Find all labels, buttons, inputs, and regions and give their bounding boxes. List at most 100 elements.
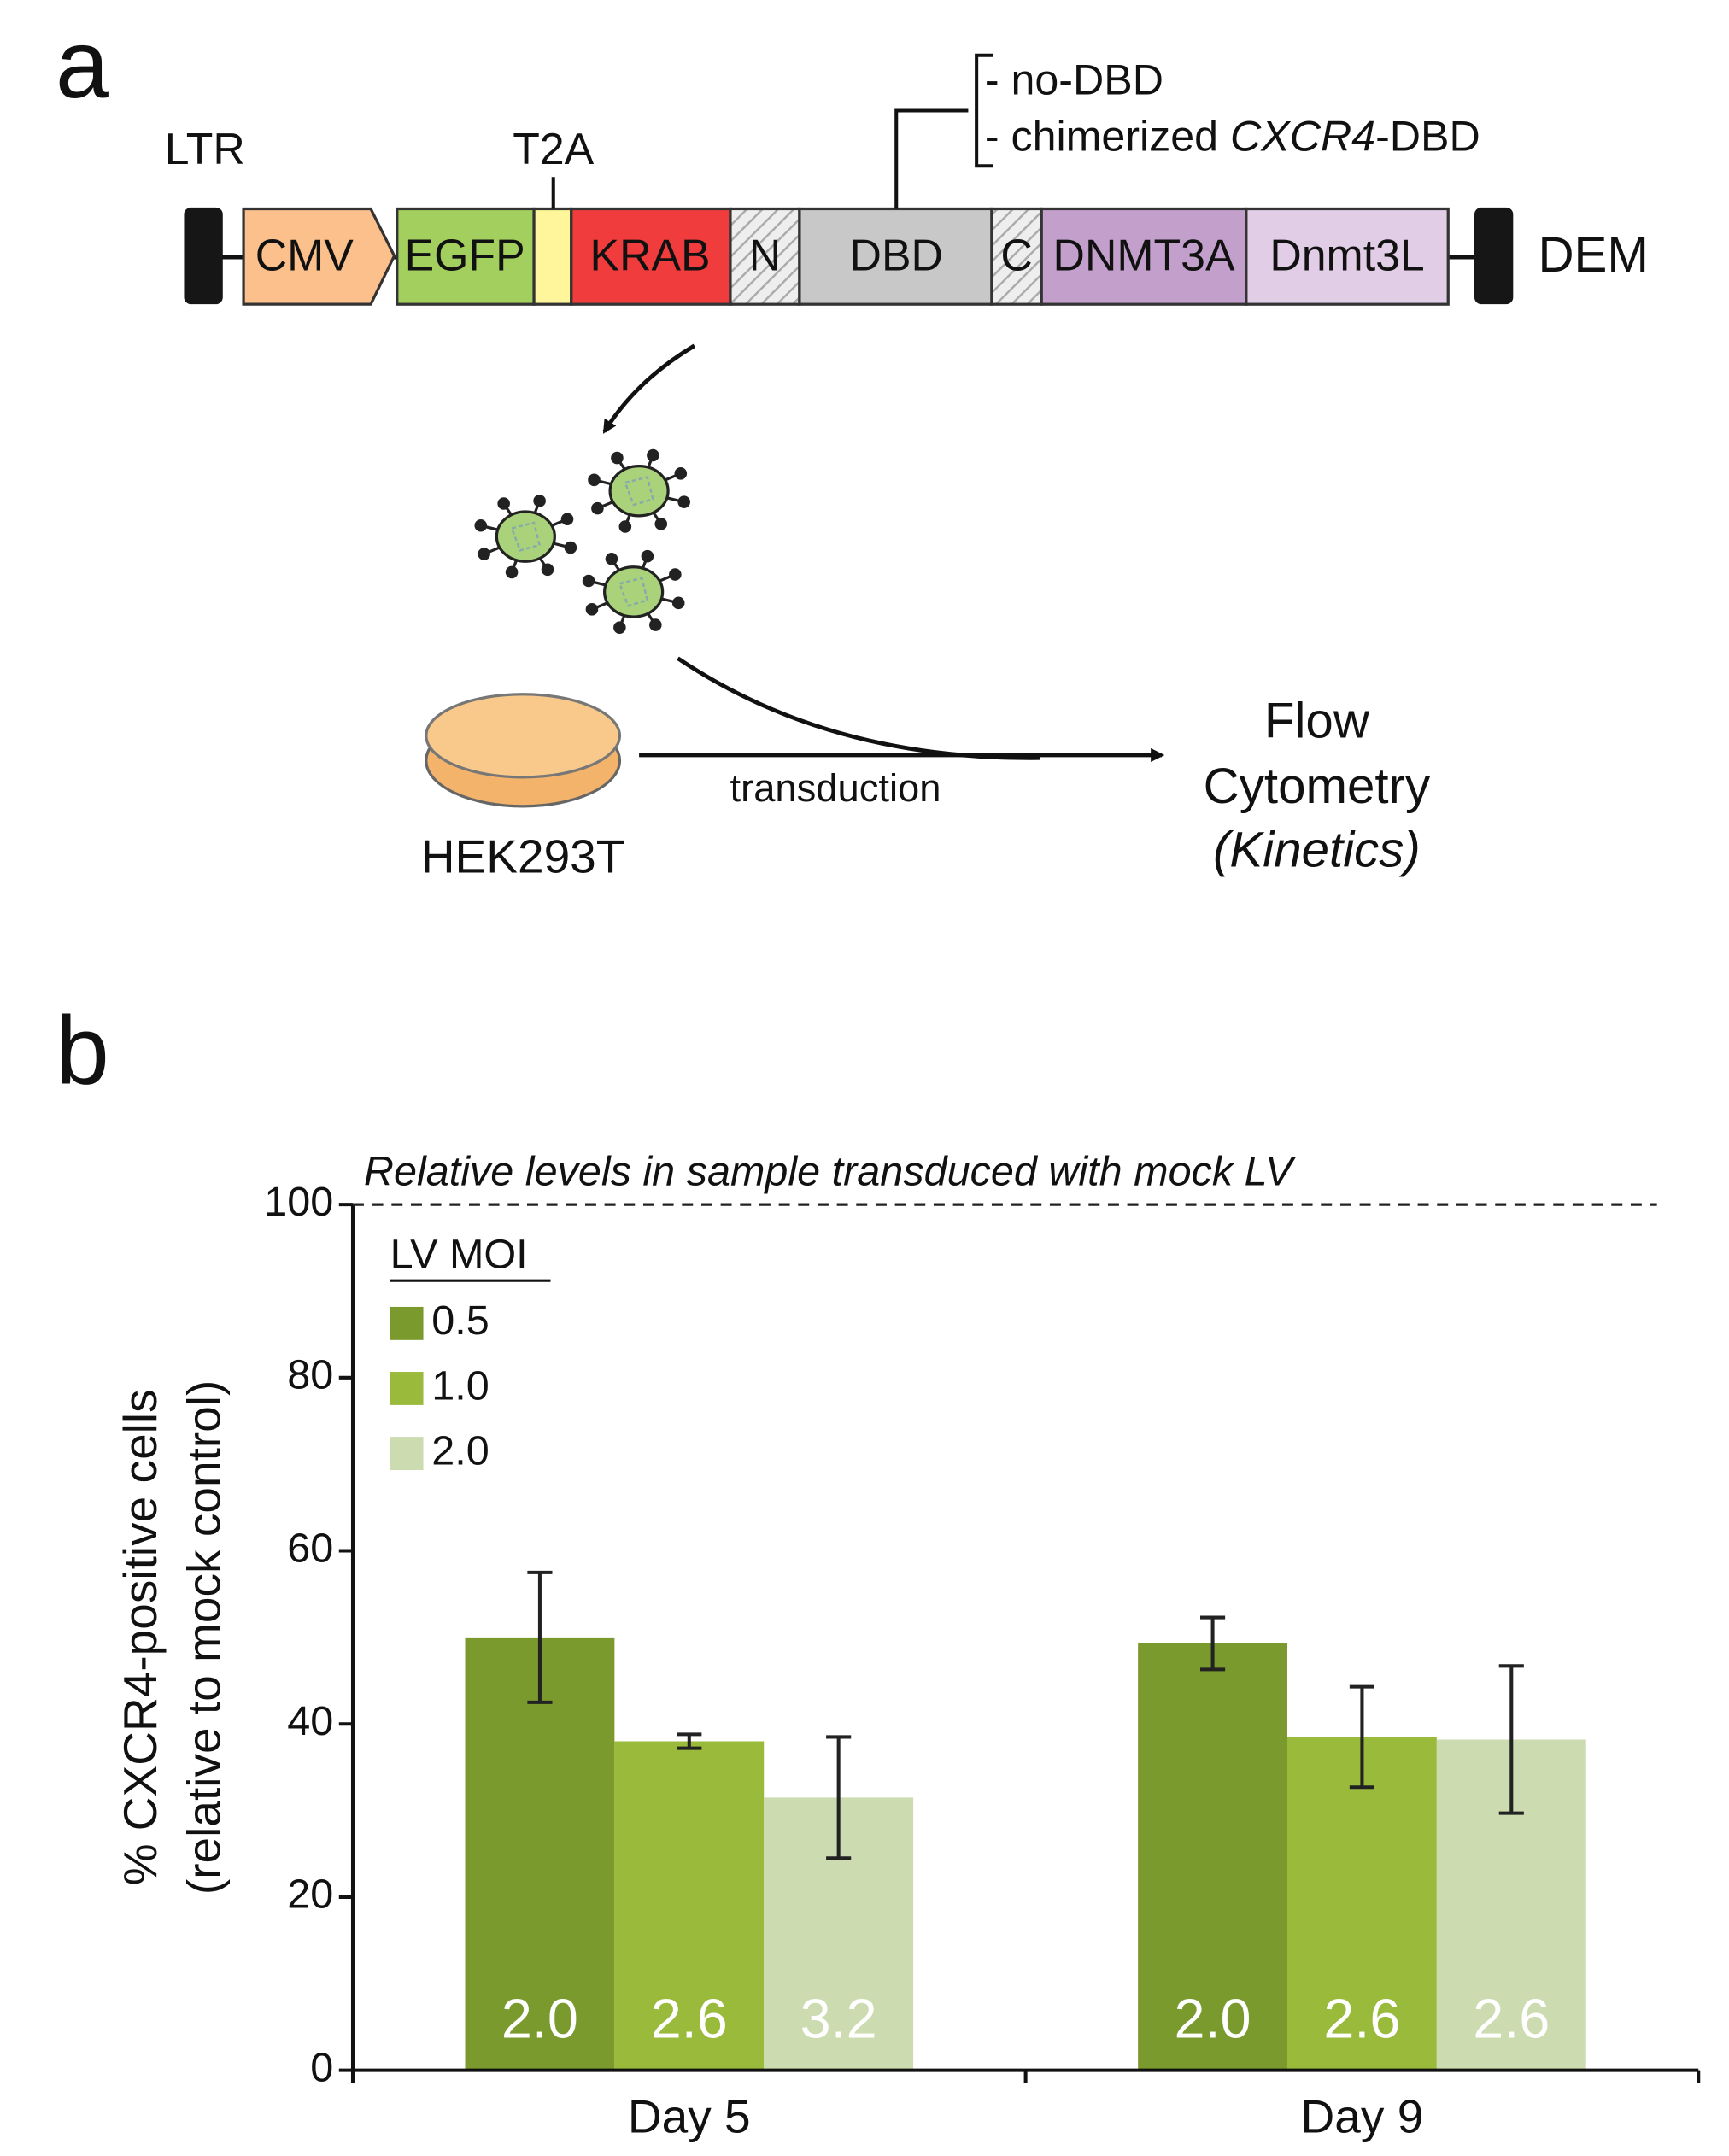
panel-label: a [56,10,110,119]
spike-tip [613,621,626,634]
option-part: -DBD [1375,113,1480,161]
error-bar [1498,1664,1524,1815]
spike-tip [474,518,488,532]
ltr-label: LTR [165,124,245,173]
spike-tip [533,495,546,507]
legend-title: LV MOI [390,1231,528,1277]
transduction-label: transduction [730,766,941,810]
spike-tip [677,495,690,508]
bar-inner-label: 2.6 [1473,1988,1550,2050]
option-part: CXCR4 [1230,113,1375,161]
spike-tip [582,574,595,588]
egfp-box [396,207,536,306]
panel-label: b [56,996,109,1104]
y-tick-label: 20 [287,1872,333,1918]
bracket [894,53,993,209]
element-label: N [749,230,781,279]
virus [608,464,670,518]
spike-tip [618,520,632,533]
panel-a: a LTR T2A CMV EGFP KRAB N DBD C DNMT3A D… [56,10,1649,882]
error-bar [1200,1615,1226,1672]
x-tick-label: Day 9 [1301,2089,1424,2142]
capsid [624,476,654,507]
element-label: C [1000,230,1032,279]
y-tick-label: 0 [310,2044,333,2090]
bar [1138,1643,1288,2071]
error-bar [826,1735,852,1860]
bar-inner-label: 2.0 [501,1988,578,2050]
ltr-box [1474,207,1514,305]
y-label: % CXCR4-positive cells [114,1389,167,1885]
spike-tip [611,451,624,465]
dish [425,693,622,779]
element-label: CMV [255,230,355,279]
spike-tip [649,618,662,631]
readout: Cytometry [1204,759,1431,814]
y-tick-label: 100 [264,1179,333,1225]
error-bar [1349,1684,1375,1790]
option-part: - chimerized [985,113,1230,161]
bar [1287,1737,1437,2071]
spike-tip [585,603,599,616]
spike-tip [497,497,510,510]
bar-inner-label: 2.0 [1175,1988,1251,2050]
y-label: (relative to mock control) [178,1380,231,1895]
arrow [677,656,1040,760]
krab-box [570,207,732,306]
spike-tip [560,513,574,526]
y-tick-label: 80 [287,1352,333,1398]
bar-inner-label: 3.2 [800,1988,877,2050]
spike-tip [588,473,601,487]
spike-tip [564,541,577,554]
panel-b: b % CXCR4-positive cells (relative to mock… [56,996,1701,2142]
element-label: Dnmt3L [1269,230,1424,279]
spike-tip [605,552,618,565]
bar [614,1741,765,2071]
t2a-box [532,207,573,306]
bar [465,1637,615,2071]
element-label: DBD [850,230,943,279]
legend-swatch [390,1306,424,1340]
legend-swatch [390,1437,424,1470]
arrow [602,343,696,434]
viruses [474,448,690,634]
bar-inner-label: 2.6 [651,1988,728,2050]
y-tick-label: 40 [287,1698,333,1744]
spike-tip [541,563,554,577]
spike-tip [674,467,688,480]
readout: Flow [1264,694,1370,749]
readout: (Kinetics) [1213,822,1421,877]
cmv-box [242,207,396,306]
capsid [510,521,542,552]
construct-label: DEM [1538,227,1648,283]
ltr-box [184,207,223,305]
spike-tip [654,518,668,530]
option: - no-DBD [985,56,1163,103]
spike-tip [647,448,659,462]
element-label: KRAB [590,230,711,279]
y-tick-label: 60 [287,1525,333,1571]
error-bar [677,1732,702,1750]
error-bar [527,1570,553,1704]
spike-tip [669,568,682,581]
spike-tip [671,596,685,610]
spike-tip [505,565,519,579]
element-label: DNMT3A [1053,230,1235,279]
spike-tip [478,548,490,560]
spike-tip [591,501,604,515]
bar-inner-label: 2.6 [1323,1988,1400,2050]
virus [495,510,556,563]
reference-label: Relative levels in sample transduced wit… [364,1148,1297,1194]
legend-label: 1.0 [431,1362,489,1409]
legend-label: 0.5 [431,1298,489,1344]
legend-swatch [390,1372,424,1405]
legend-label: 2.0 [431,1427,489,1473]
cells-label: HEK293T [421,830,625,883]
t2a-label: T2A [513,124,594,173]
capsid [618,577,649,607]
spike-tip [641,549,654,563]
n-box [729,207,801,306]
option: - chimerized CXCR4-DBD [985,113,1480,161]
